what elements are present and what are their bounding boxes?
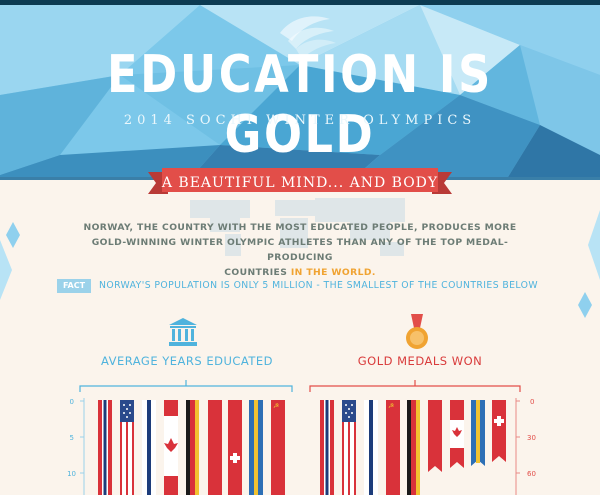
world-map-dots xyxy=(190,198,405,256)
hero-banner: EDUCATION IS GOLD 2014 SOCHI WINTER OLYM… xyxy=(0,5,600,190)
bar-germany-medals xyxy=(407,400,420,495)
education-tick-10: 10 xyxy=(67,470,76,478)
medals-tick-0: 0 xyxy=(530,398,534,406)
bar-usa-education xyxy=(120,400,134,495)
diamond-decoration-right xyxy=(578,292,592,318)
intro-line-3: COUNTRIES IN THE WORLD. xyxy=(70,265,530,280)
bar-sweden-education xyxy=(249,400,263,495)
education-chart-caption: AVERAGE YEARS EDUCATED xyxy=(100,354,274,368)
bar-germany-education xyxy=(186,400,199,495)
fact-tag: FACT xyxy=(57,279,91,293)
triangle-decoration-right xyxy=(588,210,600,280)
triangle-decoration-left xyxy=(0,240,12,300)
bar-switzerland-medals-short xyxy=(428,400,442,472)
bar-canada-medals xyxy=(450,400,464,468)
bar-canada-education xyxy=(164,400,178,495)
bar-finland-medals xyxy=(364,400,378,495)
bar-finland-education xyxy=(142,400,156,495)
ribbon-banner xyxy=(148,168,452,194)
page-subtitle: 2014 SOCHI WINTER OLYMPICS xyxy=(123,113,477,128)
education-bracket xyxy=(79,380,293,392)
top-border xyxy=(0,0,600,5)
medals-tick-30: 30 xyxy=(527,434,536,442)
education-tick-5: 5 xyxy=(70,434,74,442)
bar-sweden-medals xyxy=(471,400,485,466)
medals-chart-caption: GOLD MEDALS WON xyxy=(357,354,483,368)
medals-bracket xyxy=(309,380,521,392)
institution-icon xyxy=(169,318,197,346)
intro-line-1: NORWAY, THE COUNTRY WITH THE MOST EDUCAT… xyxy=(83,222,517,233)
fact-row: FACT NORWAY'S POPULATION IS ONLY 5 MILLI… xyxy=(57,278,547,294)
bar-switzerland2-education xyxy=(228,400,242,495)
intro-paragraph: NORWAY, THE COUNTRY WITH THE MOST EDUCAT… xyxy=(70,220,530,280)
bar-russia-education: ☭ xyxy=(271,400,285,495)
fact-text: NORWAY'S POPULATION IS ONLY 5 MILLION - … xyxy=(99,280,538,291)
education-tick-0: 0 xyxy=(70,398,74,406)
page-title: EDUCATION IS GOLD xyxy=(107,45,493,165)
medal-icon xyxy=(406,314,428,349)
svg-text:☭: ☭ xyxy=(388,402,394,410)
ribbon-text: A BEAUTIFUL MIND... AND BODY xyxy=(161,175,439,191)
flag-bar-charts: 0 5 10 0 30 60 xyxy=(67,380,536,495)
bar-russia-medals: ☭ xyxy=(386,400,400,495)
medals-tick-60: 60 xyxy=(527,470,536,478)
mountain-background xyxy=(0,5,600,190)
intro-highlight: IN THE WORLD. xyxy=(290,267,376,278)
medals-axis: 0 30 60 xyxy=(515,398,536,495)
bar-switzerland-education xyxy=(208,400,222,495)
bar-switzerland2-medals xyxy=(492,400,506,462)
svg-text:☭: ☭ xyxy=(273,402,279,410)
education-axis: 0 5 10 xyxy=(67,398,85,495)
bar-norway-education xyxy=(98,400,112,495)
bar-usa-medals xyxy=(342,400,356,495)
diamond-decoration-left xyxy=(6,222,20,248)
bar-norway-medals xyxy=(320,400,334,495)
intro-line-2: GOLD-WINNING WINTER OLYMPIC ATHLETES THA… xyxy=(91,237,509,263)
intro-line-3-text: COUNTRIES xyxy=(224,267,291,278)
